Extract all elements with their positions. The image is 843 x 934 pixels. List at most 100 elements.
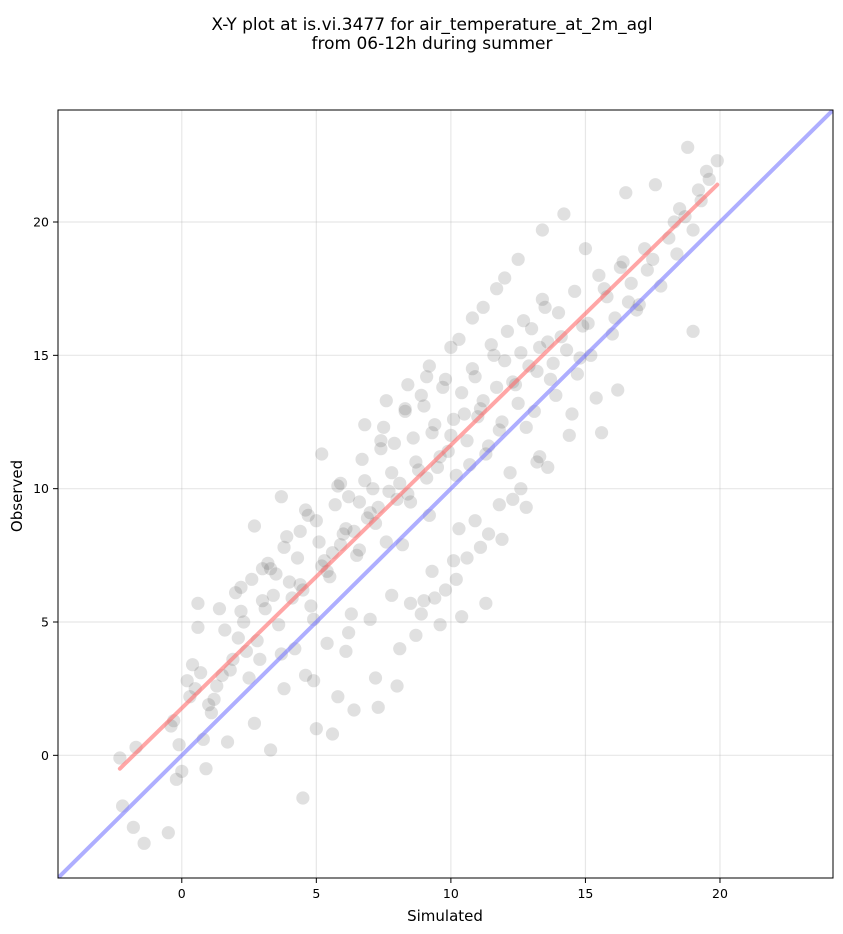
scatter-point <box>495 532 509 546</box>
scatter-point <box>325 727 340 741</box>
scatter-point <box>460 434 474 448</box>
scatter-point <box>277 540 291 554</box>
scatter-point <box>266 588 280 602</box>
scatter-point <box>538 300 552 314</box>
y-tick-label: 10 <box>33 481 49 496</box>
scatter-point <box>479 596 493 610</box>
scatter-point <box>546 356 560 370</box>
scatter-point <box>282 575 297 589</box>
scatter-point <box>258 602 272 616</box>
scatter-point <box>298 503 313 517</box>
scatter-point <box>274 490 288 504</box>
scatter-point <box>245 572 259 586</box>
scatter-point <box>490 380 504 394</box>
scatter-point <box>172 738 186 752</box>
scatter-point <box>207 692 221 706</box>
scatter-point <box>449 572 463 586</box>
scatter-point <box>640 263 654 277</box>
scatter-point <box>417 594 431 608</box>
x-tick-label: 15 <box>577 886 593 901</box>
scatter-point <box>374 442 388 456</box>
scatter-point <box>229 586 243 600</box>
scatter-point <box>409 628 423 642</box>
scatter-point <box>592 268 606 282</box>
scatter-point <box>336 527 350 541</box>
scatter-point <box>686 324 700 338</box>
y-tick-label: 5 <box>41 615 49 630</box>
scatter-point <box>616 255 630 269</box>
scatter-point <box>576 319 590 333</box>
scatter-point <box>352 543 366 557</box>
scatter-point <box>293 524 307 538</box>
scatter-point <box>255 594 270 608</box>
scatter-point <box>199 762 213 776</box>
scatter-point <box>492 423 506 437</box>
scatter-point <box>304 599 318 613</box>
scatter-point <box>261 556 275 570</box>
scatter-point <box>551 306 566 320</box>
scatter-point <box>237 615 251 629</box>
scatter-point <box>309 722 323 736</box>
scatter-point <box>366 482 380 496</box>
scatter-point <box>611 383 625 397</box>
scatter-point <box>191 620 205 634</box>
identity-line <box>58 110 833 878</box>
scatter-point <box>339 522 353 536</box>
scatter-point <box>452 522 466 536</box>
scatter-point <box>269 567 283 581</box>
scatter-point <box>455 386 469 400</box>
scatter-point <box>525 322 539 336</box>
scatter-point <box>516 314 531 328</box>
scatter-point <box>191 596 205 610</box>
scatter-point <box>503 466 517 480</box>
scatter-point <box>323 570 337 584</box>
scatter-point <box>137 836 151 850</box>
scatter-point <box>533 340 547 354</box>
scatter-point <box>557 207 571 221</box>
scatter-point <box>379 535 393 549</box>
scatter-point <box>417 399 431 413</box>
scatter-point <box>578 242 593 256</box>
reference-lines <box>58 110 833 878</box>
scatter-point <box>589 391 603 405</box>
scatter-point <box>234 604 248 618</box>
scatter-point <box>194 666 208 680</box>
scatter-point <box>368 671 383 685</box>
plot-frame <box>57 109 834 879</box>
scatter-point <box>514 346 528 360</box>
x-tick-label: 10 <box>443 886 459 901</box>
y-axis-ticks: 0 5 10 15 20 <box>33 215 58 763</box>
scatter-point <box>296 791 310 805</box>
scatter-point <box>414 607 428 621</box>
scatter-point <box>113 751 127 765</box>
x-axis-label: Simulated <box>407 907 483 925</box>
scatter-point <box>533 450 547 464</box>
scatter-point <box>562 428 576 442</box>
scatter-point <box>565 407 579 421</box>
scatter-point <box>344 607 358 621</box>
scatter-point <box>460 551 474 565</box>
scatter-point <box>621 295 636 309</box>
scatter-point <box>307 674 321 688</box>
scatter-point <box>339 644 353 658</box>
scatter-point <box>358 418 372 432</box>
scatter-point <box>347 703 361 717</box>
scatter-point <box>183 690 197 704</box>
scatter-point <box>425 426 439 440</box>
scatter-point <box>570 367 584 381</box>
scatter-point <box>495 415 509 429</box>
scatter-point <box>387 436 401 450</box>
scatter-point <box>272 618 286 632</box>
scatter-point <box>280 530 294 544</box>
scatter-point <box>549 388 563 402</box>
scatter-point <box>455 610 469 624</box>
scatter-point <box>331 479 345 493</box>
scatter-point <box>481 527 496 541</box>
scatter-point <box>202 698 216 712</box>
scatter-point <box>393 642 407 656</box>
scatter-point <box>428 591 442 605</box>
scatter-point <box>377 420 391 434</box>
y-tick-label: 0 <box>41 748 49 763</box>
scatter-point <box>385 466 399 480</box>
